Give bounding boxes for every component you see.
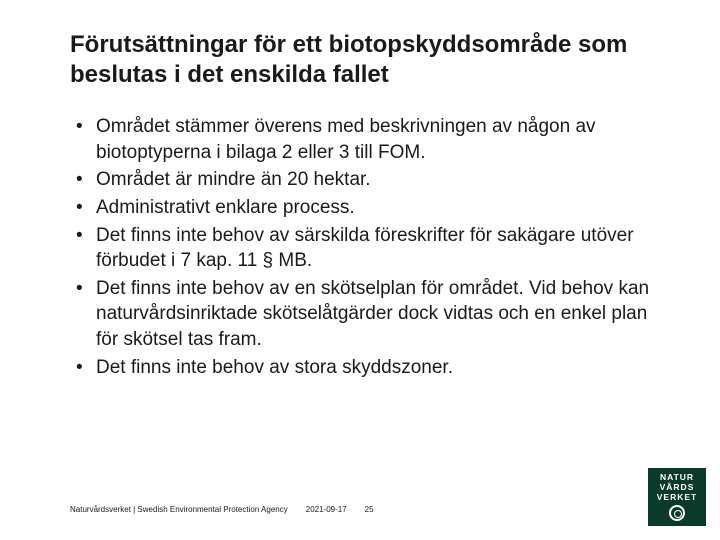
slide-title: Förutsättningar för ett biotopskydds­omr… — [70, 30, 650, 90]
footer: Naturvårdsverket | Swedish Environmental… — [70, 505, 374, 514]
list-item: Det finns inte behov av stora skyddszone… — [70, 355, 650, 381]
bullet-list: Området stämmer överens med beskrivninge… — [70, 114, 650, 380]
list-item: Det finns inte behov av särskilda föresk… — [70, 223, 650, 274]
logo-line: VERKET — [657, 493, 697, 503]
agency-logo: NATUR VÅRDS VERKET — [648, 468, 706, 526]
list-item: Administrativt enklare process. — [70, 195, 650, 221]
logo-ring-icon — [669, 505, 685, 521]
list-item: Det finns inte behov av en skötselplan f… — [70, 276, 650, 353]
footer-date: 2021-09-17 — [306, 505, 347, 514]
footer-org: Naturvårdsverket | Swedish Environmental… — [70, 505, 288, 514]
list-item: Området stämmer överens med beskrivninge… — [70, 114, 650, 165]
slide: Förutsättningar för ett biotopskydds­omr… — [0, 0, 720, 540]
list-item: Området är mindre än 20 hektar. — [70, 167, 650, 193]
footer-page: 25 — [365, 505, 374, 514]
